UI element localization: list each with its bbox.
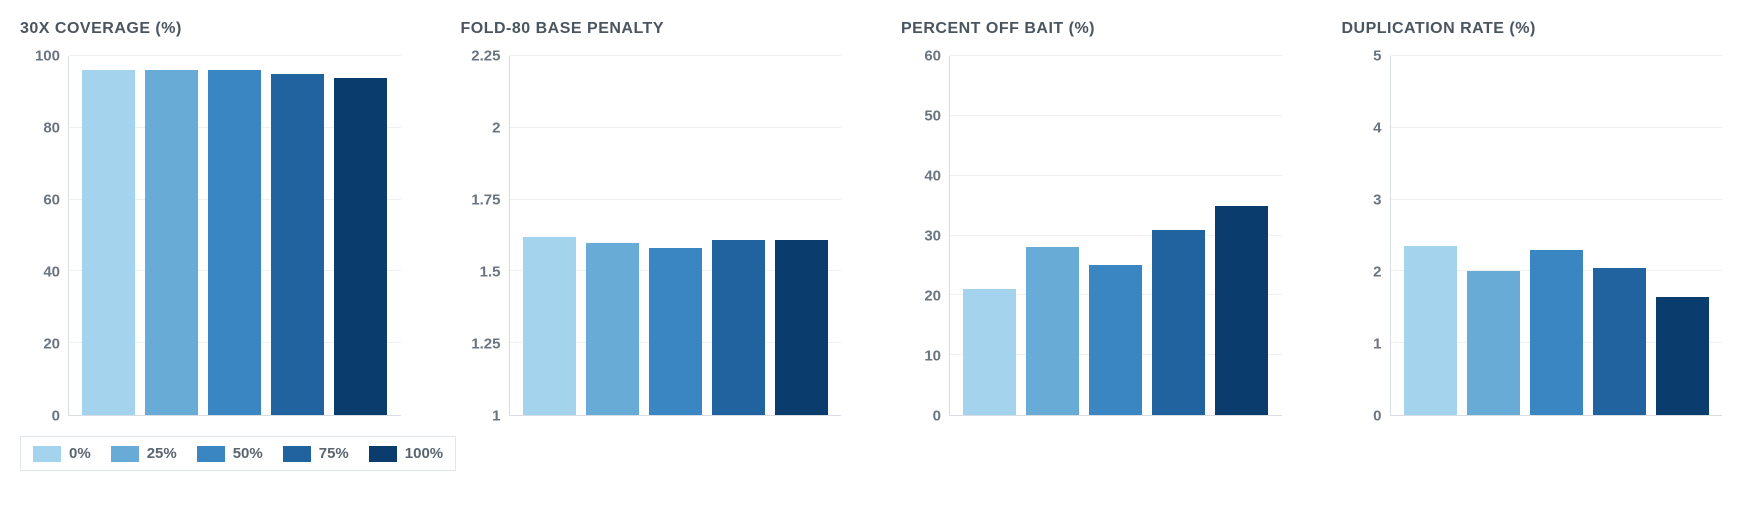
y-tick-label: 10	[924, 348, 941, 365]
y-tick-label: 80	[43, 120, 60, 137]
plot-area	[509, 56, 842, 416]
bar	[1089, 265, 1142, 415]
y-tick-label: 2	[1373, 264, 1381, 281]
legend-item: 75%	[283, 445, 349, 462]
y-tick-label: 2	[492, 120, 500, 137]
legend-swatch	[283, 446, 311, 462]
y-tick-label: 40	[43, 264, 60, 281]
bar	[82, 70, 135, 415]
y-tick-label: 60	[924, 48, 941, 65]
y-tick-label: 1.5	[480, 264, 501, 281]
y-tick-label: 1	[492, 408, 500, 425]
y-tick-label: 20	[43, 336, 60, 353]
y-tick-label: 40	[924, 168, 941, 185]
chart-panel: FOLD-80 BASE PENALTY11.251.51.7522.25	[461, 20, 842, 416]
y-tick-label: 1.75	[471, 192, 500, 209]
y-tick-label: 1.25	[471, 336, 500, 353]
y-tick-label: 0	[1373, 408, 1381, 425]
legend-label: 75%	[319, 445, 349, 462]
bar	[145, 70, 198, 415]
chart-area: 020406080100	[20, 56, 401, 416]
y-axis: 11.251.51.7522.25	[461, 56, 509, 416]
legend-label: 100%	[405, 445, 443, 462]
bar	[963, 289, 1016, 415]
chart-panel: DUPLICATION RATE (%)012345	[1342, 20, 1723, 416]
chart-area: 11.251.51.7522.25	[461, 56, 842, 416]
legend-label: 25%	[147, 445, 177, 462]
bar	[523, 237, 576, 415]
chart-panel: PERCENT OFF BAIT (%)0102030405060	[901, 20, 1282, 416]
bar	[1530, 250, 1583, 415]
y-tick-label: 100	[35, 48, 60, 65]
chart-area: 0102030405060	[901, 56, 1282, 416]
bar	[712, 240, 765, 415]
plot-area	[68, 56, 401, 416]
y-tick-label: 1	[1373, 336, 1381, 353]
bar	[775, 240, 828, 415]
y-tick-label: 50	[924, 108, 941, 125]
y-tick-label: 2.25	[471, 48, 500, 65]
legend-swatch	[369, 446, 397, 462]
legend-item: 100%	[369, 445, 443, 462]
legend-swatch	[197, 446, 225, 462]
y-tick-label: 4	[1373, 120, 1381, 137]
bar	[1467, 271, 1520, 415]
bar	[1026, 247, 1079, 415]
panel-title: PERCENT OFF BAIT (%)	[901, 20, 1282, 38]
bar	[649, 248, 702, 415]
y-tick-label: 0	[933, 408, 941, 425]
y-tick-label: 20	[924, 288, 941, 305]
bars-container	[1391, 56, 1723, 415]
bars-container	[69, 56, 401, 415]
bar	[271, 74, 324, 415]
bar	[1656, 297, 1709, 415]
legend-item: 0%	[33, 445, 91, 462]
bar	[586, 243, 639, 415]
legend-swatch	[111, 446, 139, 462]
chart-panels: 30X COVERAGE (%)020406080100FOLD-80 BASE…	[20, 20, 1722, 416]
y-tick-label: 5	[1373, 48, 1381, 65]
legend-label: 50%	[233, 445, 263, 462]
bar	[1152, 230, 1205, 415]
y-axis: 0102030405060	[901, 56, 949, 416]
chart-panel: 30X COVERAGE (%)020406080100	[20, 20, 401, 416]
legend: 0% 25% 50% 75% 100%	[20, 436, 456, 471]
bars-container	[950, 56, 1282, 415]
legend-item: 25%	[111, 445, 177, 462]
legend-label: 0%	[69, 445, 91, 462]
bar	[334, 78, 387, 415]
panel-title: FOLD-80 BASE PENALTY	[461, 20, 842, 38]
chart-area: 012345	[1342, 56, 1723, 416]
bar	[208, 70, 261, 415]
y-tick-label: 3	[1373, 192, 1381, 209]
bars-container	[510, 56, 842, 415]
legend-item: 50%	[197, 445, 263, 462]
panel-title: DUPLICATION RATE (%)	[1342, 20, 1723, 38]
bar	[1404, 246, 1457, 415]
y-axis: 020406080100	[20, 56, 68, 416]
legend-swatch	[33, 446, 61, 462]
y-tick-label: 0	[52, 408, 60, 425]
plot-area	[949, 56, 1282, 416]
bar	[1215, 206, 1268, 415]
y-tick-label: 60	[43, 192, 60, 209]
panel-title: 30X COVERAGE (%)	[20, 20, 401, 38]
bar	[1593, 268, 1646, 415]
plot-area	[1390, 56, 1723, 416]
y-tick-label: 30	[924, 228, 941, 245]
y-axis: 012345	[1342, 56, 1390, 416]
